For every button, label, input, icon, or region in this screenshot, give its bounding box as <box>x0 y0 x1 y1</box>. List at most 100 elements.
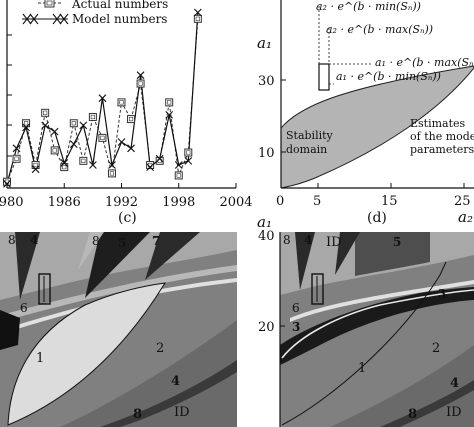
region-c-spike-7 <box>145 232 200 280</box>
panel-b-x-tick-0: 0 <box>276 194 284 209</box>
estimate-box-d <box>311 273 324 305</box>
model-point <box>108 161 116 169</box>
panel-label-c: (c) <box>118 210 137 226</box>
model-point <box>12 144 21 153</box>
region-d-spike-left <box>295 232 315 290</box>
region-c-black-wedge <box>0 310 20 350</box>
panel-a-x-ticks: 1980 1986 1992 1998 2004 <box>0 183 253 210</box>
actual-point <box>88 112 97 121</box>
panel-a-legend: Actual numbers Model numbers <box>22 0 168 26</box>
model-point <box>155 154 164 163</box>
panel-c-label-4-bottom: 4 <box>171 374 180 389</box>
panel-c-region-labels: 1 2 3 4 5 6 7 8 4 8 8 ID <box>6 233 190 422</box>
legend-model-marker <box>22 13 69 25</box>
region-c-light-lens <box>7 282 166 426</box>
model-point <box>146 163 155 172</box>
actual-point <box>98 133 107 142</box>
panel-d-y-tick-20: 20 <box>258 320 275 335</box>
legend-actual-marker <box>38 0 63 8</box>
annotation-a1-max: a₁ · e^(b · max(Sₙ)) <box>375 56 474 69</box>
annotation-a1-min: a₁ · e^(b · min(Sₙ)) <box>336 70 441 83</box>
model-point <box>60 159 69 167</box>
panel-d-label-4-top: 4 <box>304 233 312 247</box>
legend-actual-label: Actual numbers <box>71 0 168 11</box>
panel-b-x-tick-5: 5 <box>313 194 321 209</box>
region-d-lens-outline <box>281 289 474 359</box>
model-point <box>184 156 193 165</box>
actual-point <box>165 98 174 107</box>
region-c-lower-dark <box>60 320 237 427</box>
model-point <box>174 161 183 169</box>
panel-a-time-series: 1980 1986 1992 1998 2004 Actual numbers Mode… <box>0 0 253 210</box>
model-point <box>22 123 30 132</box>
panel-d-bifurcation-map <box>280 232 474 427</box>
region-d-spike-mid <box>335 232 360 275</box>
panel-d-label-6: 6 <box>292 301 300 315</box>
stability-domain-label-line1: Stability <box>286 129 334 142</box>
panel-d-label-id-bottom: ID <box>446 405 462 420</box>
panel-d-label-4-bottom: 4 <box>450 376 459 391</box>
actual-point <box>50 146 59 155</box>
annotation-a2-min: a₂ · e^(b · min(Sₙ)) <box>316 0 421 13</box>
panel-b-parameter-plane: a₁ 30 10 0 5 15 25 a₂ Stability domain E… <box>257 0 474 226</box>
panel-c-label-1: 1 <box>36 351 44 366</box>
panel-c-label-6: 6 <box>20 301 28 315</box>
panel-b-x-tick-15: 15 <box>381 194 398 209</box>
panel-label-d: (d) <box>367 210 387 226</box>
region-c-spike-8 <box>78 232 104 270</box>
actual-point <box>12 154 21 163</box>
panel-b-tick-marks <box>281 79 465 188</box>
region-d-white-band <box>290 280 474 322</box>
actual-point <box>127 115 136 124</box>
panel-d-y-axis-label: a₁ <box>257 213 272 231</box>
model-point <box>69 140 78 149</box>
estimate-box-c <box>38 273 51 305</box>
model-point <box>3 179 11 188</box>
estimates-label-line3: parameters <box>410 143 474 156</box>
model-point <box>165 110 174 119</box>
panel-b-x-axis-label: a₂ <box>458 208 473 226</box>
model-point <box>50 127 59 136</box>
model-point <box>31 165 40 174</box>
actual-point <box>193 14 202 23</box>
estimates-label-line2: of the model <box>410 130 474 143</box>
panel-b-y-axis-label: a₁ <box>257 34 272 52</box>
panel-c-label-5: 5 <box>118 236 126 250</box>
panel-d-label-2: 2 <box>432 341 440 356</box>
panel-b-y-tick-30: 30 <box>258 74 275 89</box>
panel-d-y-tick-40: 40 <box>258 229 275 244</box>
panel-d-label-8-top: 8 <box>283 233 291 247</box>
panel-a-x-tick-label: 1986 <box>48 195 81 210</box>
actual-point <box>107 169 116 178</box>
annotation-a2-max: a₂ · e^(b · max(Sₙ)) <box>326 23 433 36</box>
panel-a-x-tick-label: 1992 <box>105 195 138 210</box>
region-d-dark-block <box>355 232 430 276</box>
actual-point <box>136 79 145 88</box>
panel-b-x-tick-25: 25 <box>454 194 471 209</box>
legend-model-label: Model numbers <box>72 12 167 26</box>
panel-b-y-tick-10: 10 <box>258 146 275 161</box>
model-point <box>88 161 97 169</box>
panel-d-region-labels: 1 2 3 3 4 4 5 6 8 8 ID ID <box>283 233 462 422</box>
region-d-lens-lower <box>281 261 447 426</box>
actual-point <box>174 171 183 180</box>
panel-a-x-tick-label: 1998 <box>162 195 195 210</box>
panel-c-label-8-bottom: 8 <box>133 407 142 422</box>
actual-point <box>117 98 126 107</box>
model-point <box>117 138 126 146</box>
panel-d-label-1: 1 <box>358 361 366 376</box>
model-point <box>79 121 88 130</box>
region-c-thin-bands <box>0 265 237 322</box>
panel-d-label-3-right: 3 <box>438 287 446 301</box>
panel-a-x-tick-label: 2004 <box>219 195 252 210</box>
panel-c-label-8-mid: 8 <box>92 234 100 248</box>
panel-c-bifurcation-map <box>0 232 237 427</box>
actual-point <box>184 148 193 157</box>
panel-c-label-id: ID <box>174 405 190 420</box>
stability-domain-label-line2: domain <box>286 143 327 156</box>
actual-point <box>79 156 88 165</box>
panel-c-label-3: 3 <box>6 320 14 334</box>
panel-d-label-3-left: 3 <box>292 320 300 334</box>
actual-point <box>69 119 78 128</box>
